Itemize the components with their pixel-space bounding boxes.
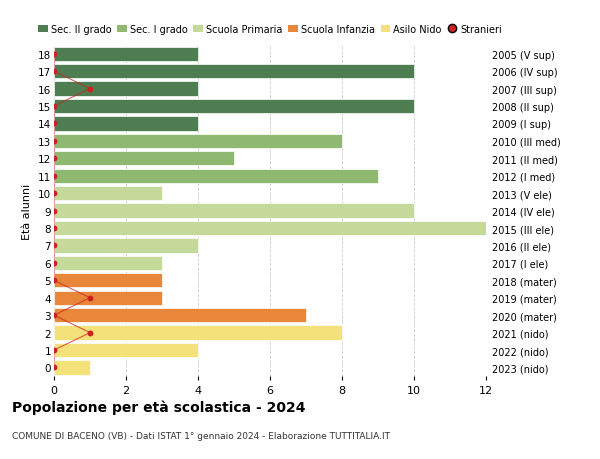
Bar — [54, 100, 414, 114]
Bar — [54, 117, 198, 131]
Point — [85, 294, 95, 302]
Point — [49, 207, 59, 215]
Bar — [54, 291, 162, 305]
Point — [49, 173, 59, 180]
Bar — [54, 187, 162, 201]
Point — [49, 121, 59, 128]
Point — [49, 155, 59, 162]
Bar — [54, 134, 342, 149]
Bar — [54, 256, 162, 270]
Point — [49, 242, 59, 250]
Bar — [54, 239, 198, 253]
Bar — [54, 361, 90, 375]
Bar — [54, 152, 234, 166]
Text: COMUNE DI BACENO (VB) - Dati ISTAT 1° gennaio 2024 - Elaborazione TUTTITALIA.IT: COMUNE DI BACENO (VB) - Dati ISTAT 1° ge… — [12, 431, 390, 441]
Bar — [54, 82, 198, 96]
Bar — [54, 47, 198, 62]
Point — [49, 103, 59, 111]
Point — [49, 312, 59, 319]
Legend: Sec. II grado, Sec. I grado, Scuola Primaria, Scuola Infanzia, Asilo Nido, Stran: Sec. II grado, Sec. I grado, Scuola Prim… — [38, 24, 502, 34]
Point — [49, 51, 59, 58]
Point — [49, 277, 59, 285]
Point — [49, 68, 59, 76]
Y-axis label: Età alunni: Età alunni — [22, 183, 32, 239]
Point — [49, 138, 59, 145]
Text: Popolazione per età scolastica - 2024: Popolazione per età scolastica - 2024 — [12, 399, 305, 414]
Bar — [54, 308, 306, 323]
Point — [49, 347, 59, 354]
Point — [49, 190, 59, 197]
Point — [85, 86, 95, 93]
Bar — [54, 326, 342, 340]
Bar — [54, 65, 414, 79]
Point — [85, 329, 95, 336]
Bar — [54, 274, 162, 288]
Bar — [54, 204, 414, 218]
Bar — [54, 343, 198, 358]
Point — [49, 225, 59, 232]
Point — [49, 364, 59, 371]
Bar — [54, 221, 486, 235]
Point — [49, 260, 59, 267]
Bar — [54, 169, 378, 184]
